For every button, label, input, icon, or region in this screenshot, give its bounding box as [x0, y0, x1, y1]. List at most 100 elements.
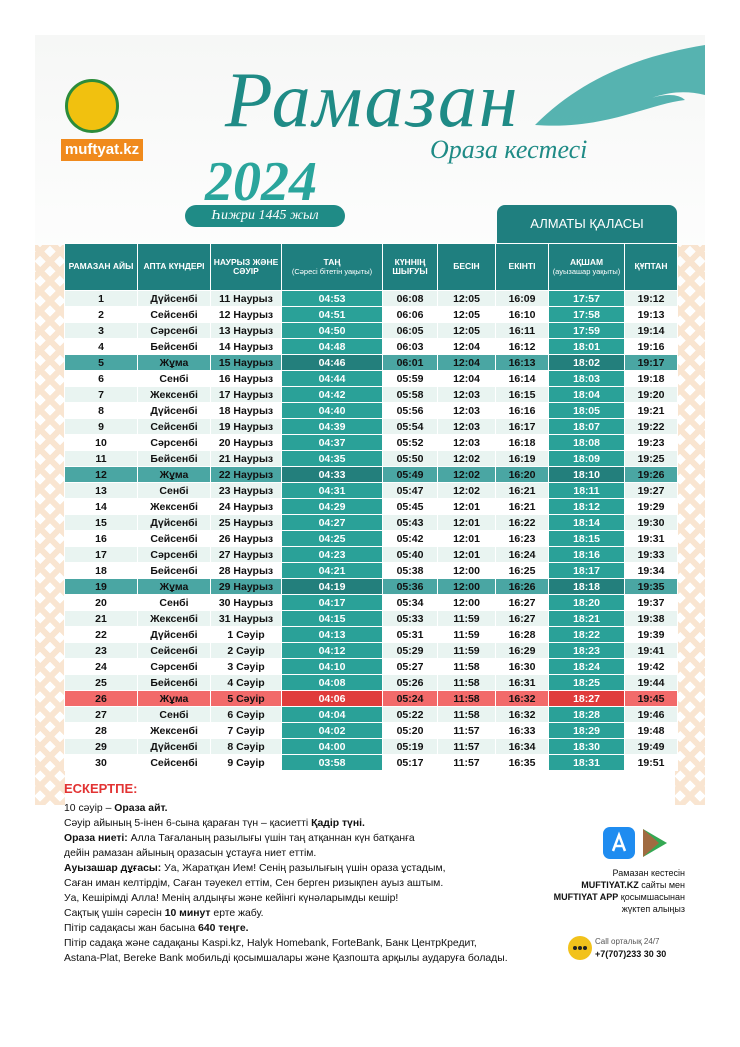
table-cell: 28 Наурыз [210, 562, 282, 579]
table-cell: 3 Сәуір [210, 658, 282, 675]
table-cell: Сенбі [137, 706, 211, 723]
table-cell: 6 [64, 370, 138, 387]
table-cell: 11:59 [437, 610, 496, 627]
table-row: 18 Бейсенбі 28 Наурыз 04:21 05:38 12:00 16:25 1… [64, 562, 678, 579]
table-cell: Сәрсенбі [137, 658, 211, 675]
table-cell: 15 Наурыз [210, 354, 282, 371]
text-segment: қосымшасынан [618, 892, 685, 902]
table-cell: 18:30 [548, 738, 625, 755]
table-cell: 04:17 [281, 594, 383, 611]
table-cell: 19:18 [624, 370, 678, 387]
table-cell: 5 [64, 354, 138, 371]
table-cell: Жексенбі [137, 722, 211, 739]
table-cell: 03:58 [281, 754, 383, 771]
table-cell: 16 [64, 530, 138, 547]
text-segment: Пітір садақасы жан басына [64, 923, 199, 934]
table-cell: 12:01 [437, 546, 496, 563]
table-cell: Дүйсенбі [137, 738, 211, 755]
table-cell: 19:39 [624, 626, 678, 643]
table-cell: 16:15 [495, 386, 549, 403]
table-cell: Сенбі [137, 594, 211, 611]
table-cell: 17:59 [548, 322, 625, 339]
table-cell: Сенбі [137, 482, 211, 499]
table-cell: 04:23 [281, 546, 383, 563]
column-title: ЕКІНТІ [508, 261, 536, 272]
table-cell: Бейсенбі [137, 338, 211, 355]
table-cell: 2 [64, 306, 138, 323]
table-cell: Сейсенбі [137, 530, 211, 547]
table-cell: 16:09 [495, 290, 549, 307]
table-cell: 05:47 [382, 482, 438, 499]
wave [535, 45, 705, 126]
column-header: КҮННІҢ ШЫҒУЫ [382, 243, 438, 291]
table-cell: 05:52 [382, 434, 438, 451]
table-cell: 30 [64, 754, 138, 771]
table-cell: 19:37 [624, 594, 678, 611]
table-row: 23 Сейсенбі 2 Сәуір 04:12 05:29 11:59 16:29 18:… [64, 642, 678, 659]
table-cell: 25 [64, 674, 138, 691]
poster: muftyat.kz Рамазан Ораза кестесі 2024 Һи… [35, 35, 705, 985]
table-cell: 16:13 [495, 354, 549, 371]
text-segment: дейін рамазан айының оразасын ұстауға ни… [64, 848, 317, 859]
ornament [675, 245, 705, 805]
table-cell: 19:21 [624, 402, 678, 419]
text-segment: Ораза айт. [114, 803, 168, 814]
table-cell: 16:31 [495, 674, 549, 691]
table-cell: Дүйсенбі [137, 514, 211, 531]
table-cell: 12:03 [437, 402, 496, 419]
table-cell: 4 Сәуір [210, 674, 282, 691]
table-cell: 18:15 [548, 530, 625, 547]
table-cell: 18:01 [548, 338, 625, 355]
text-segment: сайты мен [638, 880, 685, 890]
table-cell: 19:23 [624, 434, 678, 451]
table-cell: 05:54 [382, 418, 438, 435]
table-cell: 19:22 [624, 418, 678, 435]
table-row: 25 Бейсенбі 4 Сәуір 04:08 05:26 11:58 16:31 18:… [64, 674, 678, 691]
table-cell: 19:51 [624, 754, 678, 771]
table-cell: 11:59 [437, 642, 496, 659]
table-cell: 17 [64, 546, 138, 563]
table-row: 27 Сенбі 6 Сәуір 04:04 05:22 11:58 16:32 18:28 1… [64, 706, 678, 723]
table-cell: 11:58 [437, 674, 496, 691]
table-cell: 16:32 [495, 706, 549, 723]
table-cell: 04:00 [281, 738, 383, 755]
table-cell: 18:12 [548, 498, 625, 515]
table-cell: 7 Сәуір [210, 722, 282, 739]
table-cell: 16:25 [495, 562, 549, 579]
table-cell: 18:10 [548, 466, 625, 483]
table-cell: 14 [64, 498, 138, 515]
table-cell: 04:31 [281, 482, 383, 499]
table-cell: Жұма [137, 578, 211, 595]
table-cell: 11:57 [437, 722, 496, 739]
table-cell: 8 Сәуір [210, 738, 282, 755]
column-header: БЕСІН [437, 243, 496, 291]
table-cell: 11 Наурыз [210, 290, 282, 307]
table-cell: 16:32 [495, 690, 549, 707]
table-cell: 19 Наурыз [210, 418, 282, 435]
table-cell: 27 [64, 706, 138, 723]
table-cell: 12:02 [437, 466, 496, 483]
table-cell: 06:08 [382, 290, 438, 307]
table-cell: 19:13 [624, 306, 678, 323]
app-icons [603, 827, 667, 859]
column-title: РАМАЗАН АЙЫ [68, 261, 134, 272]
table-cell: 05:29 [382, 642, 438, 659]
table-cell: 23 Наурыз [210, 482, 282, 499]
table-cell: 18:18 [548, 578, 625, 595]
table-cell: 05:43 [382, 514, 438, 531]
text-line: MUFTIYAT APP қосымшасынан [515, 891, 685, 903]
table-cell: 05:40 [382, 546, 438, 563]
table-row: 21 Жексенбі 31 Наурыз 04:15 05:33 11:59 16:27 1… [64, 610, 678, 627]
call-label: Call орталық 24/7 [595, 937, 660, 946]
text-segment: MUFTIYAT APP [553, 892, 619, 902]
column-header: РАМАЗАН АЙЫ [64, 243, 138, 291]
table-cell: 18:03 [548, 370, 625, 387]
table-cell: 27 Наурыз [210, 546, 282, 563]
table-cell: 18:07 [548, 418, 625, 435]
table-cell: 16:29 [495, 642, 549, 659]
table-cell: 16:30 [495, 658, 549, 675]
text-segment: 10 сәуір – [64, 803, 115, 814]
table-cell: 18:21 [548, 610, 625, 627]
table-cell: 04:12 [281, 642, 383, 659]
column-subtitle: (ауызашар уақыты) [552, 266, 621, 276]
